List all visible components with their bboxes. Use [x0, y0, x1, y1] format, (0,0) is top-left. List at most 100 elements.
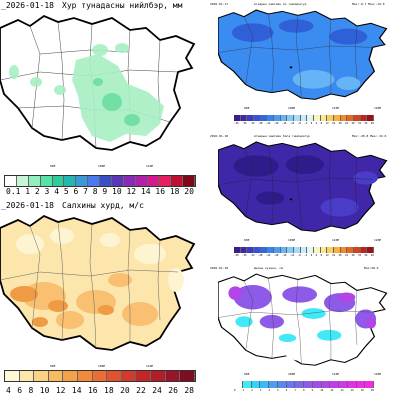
colorbar-swatch [360, 247, 368, 253]
colorbar-tick-label: 12 [126, 187, 137, 196]
colorbar-swatch [121, 371, 137, 381]
colorbar-tick-label: 8 [320, 254, 323, 257]
colorbar-swatch [340, 115, 348, 121]
max-temp-cold-areas [231, 19, 368, 45]
precipitation-title: Хур тунадасны нийлбэр, мм [62, 1, 183, 10]
colorbar-tick-label: 18 [360, 389, 364, 392]
colorbar-tick-label: -12 [289, 254, 295, 257]
wind-lon-label-1: 90E [50, 364, 56, 368]
colorbar-tick-label: 24 [152, 386, 162, 395]
colorbar-swatch [354, 247, 361, 253]
colorbar-swatch [260, 115, 268, 121]
colorbar-tick-label: 4 [6, 386, 11, 395]
min-temp-lon-label-2: 100E [288, 238, 296, 242]
colorbar-tick-label: -36 [241, 122, 247, 125]
colorbar-swatch [295, 381, 304, 388]
colorbar-swatch [165, 371, 181, 381]
colorbar-tick-label: 28 [351, 122, 355, 125]
colorbar-swatch [320, 115, 328, 121]
colorbar-tick-label: -32 [249, 254, 255, 257]
colorbar-swatch [277, 381, 287, 388]
wind-strong-areas [10, 286, 114, 327]
max-temp-lon-label-1: 90E [244, 106, 250, 110]
min-temp-cold-areas [320, 171, 378, 217]
colorbar-swatch [136, 371, 152, 381]
colorbar-tick-label: 2 [34, 187, 40, 196]
snow-depth-colorbar-labels: 0 1 2 3 4 5 6 7 8 9 10 12 14 16 18 20 [234, 389, 374, 392]
colorbar-tick-label: 0 [310, 254, 313, 257]
colorbar-swatch [294, 247, 301, 253]
colorbar-tick-label: 16 [87, 386, 98, 395]
wind-date: _2026-01-18 [1, 201, 54, 210]
colorbar-tick-label: 14 [140, 187, 151, 196]
colorbar-swatch [286, 381, 296, 388]
colorbar-tick-label: 4 [315, 254, 318, 257]
colorbar-tick-label: 12 [325, 254, 329, 257]
precipitation-colorbar [4, 175, 196, 187]
precipitation-date: _2026-01-18 [1, 1, 54, 10]
colorbar-swatch [320, 247, 328, 253]
colorbar-tick-label: 12 [330, 389, 334, 392]
colorbar-tick-label: 20 [370, 389, 374, 392]
colorbar-tick-label: -4 [304, 122, 308, 125]
colorbar-tick-label: 36 [364, 254, 368, 257]
min-temperature-colorbar [234, 247, 375, 253]
colorbar-tick-label: 1 [242, 389, 245, 392]
colorbar-swatch [274, 115, 281, 121]
precip-heavier-areas [93, 78, 140, 126]
colorbar-swatch [280, 247, 288, 253]
colorbar-swatch [300, 115, 308, 121]
colorbar-swatch [307, 115, 315, 121]
snow-date: 2026-01-18 [210, 266, 229, 270]
colorbar-tick-label: -16 [281, 254, 287, 257]
snow-stats: Max:20.9 [364, 266, 379, 270]
colorbar-tick-label: 28 [351, 254, 355, 257]
colorbar-swatch [183, 176, 195, 186]
colorbar-tick-label: 32 [357, 122, 361, 125]
max-temperature-colorbar-labels: -40 -36 -32 -28 -24 -20 -16 -12 -8 -4 0 4 8 12 16 20 24 2… [234, 122, 374, 125]
colorbar-swatch [287, 247, 295, 253]
colorbar-swatch [180, 371, 195, 381]
aimag-borders [218, 13, 373, 99]
colorbar-swatch [16, 176, 29, 186]
colorbar-swatch [171, 176, 184, 186]
colorbar-tick-label: 12 [325, 122, 329, 125]
snow-deep-areas [233, 284, 377, 329]
colorbar-swatch [340, 247, 348, 253]
colorbar-tick-label: 16 [155, 187, 166, 196]
colorbar-tick-label: -8 [297, 122, 301, 125]
colorbar-swatch [100, 176, 112, 186]
colorbar-swatch [151, 371, 166, 381]
max-temp-mild-areas [292, 70, 361, 90]
wind-map-panel: _2026-01-18 Салхины хурд, м/с 90E 100E 1… [0, 200, 198, 400]
colorbar-tick-label: 26 [168, 386, 178, 395]
snow-shallow-areas [235, 308, 342, 343]
colorbar-swatch [312, 381, 322, 388]
colorbar-tick-label: 7 [83, 187, 88, 196]
colorbar-tick-label: -28 [257, 254, 263, 257]
colorbar-swatch [274, 247, 281, 253]
colorbar-tick-label: -24 [265, 122, 271, 125]
colorbar-swatch [339, 381, 348, 388]
aimag-borders [218, 278, 373, 364]
colorbar-swatch [5, 176, 17, 186]
colorbar-swatch [88, 176, 100, 186]
colorbar-swatch [267, 247, 275, 253]
colorbar-swatch [240, 247, 248, 253]
colorbar-tick-label: 20 [184, 187, 194, 196]
min-temp-date: 2026-01-18 [210, 134, 229, 138]
colorbar-swatch [360, 115, 368, 121]
colorbar-swatch [267, 115, 275, 121]
snow-lon-label-3: 110E [332, 372, 340, 376]
snow-depth-map [218, 273, 388, 366]
colorbar-tick-label: 40 [370, 254, 374, 257]
colorbar-swatch [269, 381, 278, 388]
colorbar-tick-label: 24 [345, 254, 349, 257]
colorbar-swatch [135, 176, 148, 186]
colorbar-swatch [5, 371, 20, 381]
colorbar-swatch [354, 115, 361, 121]
colorbar-tick-label: -40 [234, 122, 239, 125]
colorbar-tick-label: 6 [73, 187, 79, 196]
snow-deepest-areas [228, 286, 377, 329]
colorbar-tick-label: 12 [55, 386, 66, 395]
